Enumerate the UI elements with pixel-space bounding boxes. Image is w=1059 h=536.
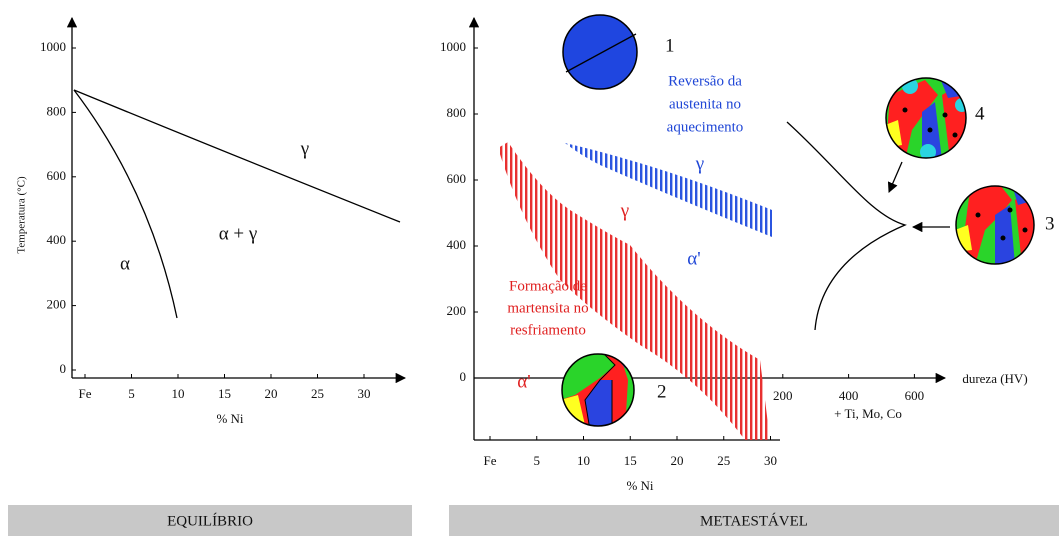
- annotation: resfriamento: [510, 322, 586, 338]
- equilibrium-panel: Temperatura (°C) % Ni γ α + γ α EQUILÍBR…: [8, 18, 412, 536]
- microstructure-3: [955, 185, 1035, 265]
- annotation: + Ti, Mo, Co: [834, 406, 902, 421]
- microstructure-number: 2: [657, 381, 667, 402]
- hardness-curve: [787, 122, 905, 330]
- annotation: austenita no: [669, 96, 741, 112]
- tick-label: 600: [905, 388, 925, 403]
- caption: EQUILÍBRIO: [167, 512, 253, 529]
- tick-label: 10: [172, 386, 185, 401]
- alpha-boundary: [74, 90, 177, 318]
- tick-label: 5: [534, 453, 541, 468]
- microstructure-number: 3: [1045, 213, 1055, 234]
- metastable-panel: 1 2 3 4 Reversão da austenita no aquecim…: [449, 15, 1059, 536]
- microstructure-number: 4: [975, 103, 985, 124]
- region-label: α': [517, 371, 530, 392]
- tick-label: Fe: [79, 386, 92, 401]
- hardness-axis-label: dureza (HV): [962, 371, 1027, 386]
- annotation: Formação de: [509, 278, 587, 294]
- tick-label: 400: [839, 388, 859, 403]
- x-axis-label: % Ni: [216, 411, 243, 426]
- tick-label: 5: [128, 386, 135, 401]
- tick-label: 20: [671, 453, 684, 468]
- tick-label: 1000: [40, 39, 66, 54]
- region-label: α: [120, 253, 130, 274]
- tick-label: 25: [311, 386, 324, 401]
- tick-label: 800: [47, 103, 67, 118]
- gamma-boundary: [74, 90, 400, 222]
- microstructure-1: [563, 15, 637, 89]
- tick-label: 1000: [440, 39, 466, 54]
- tick-label: 10: [577, 453, 590, 468]
- microstructure-2: [560, 350, 640, 430]
- reversion-band: [565, 143, 772, 237]
- tick-label: 30: [358, 386, 371, 401]
- region-label: α': [687, 248, 700, 269]
- tick-label: 25: [717, 453, 730, 468]
- microstructure-4: [885, 78, 969, 160]
- y-axis-label: Temperatura (°C): [16, 176, 28, 254]
- annotation: aquecimento: [667, 119, 744, 135]
- region-label: γ: [695, 153, 704, 174]
- x-axis-label: % Ni: [626, 478, 653, 493]
- tick-label: 600: [447, 171, 467, 186]
- tick-label: 200: [447, 303, 467, 318]
- tick-label: 0: [60, 361, 67, 376]
- tick-label: 400: [47, 232, 67, 247]
- caption: METAESTÁVEL: [700, 512, 808, 529]
- tick-label: 30: [764, 453, 777, 468]
- tick-label: 200: [773, 388, 793, 403]
- tick-label: 400: [447, 237, 467, 252]
- tick-label: Fe: [484, 453, 497, 468]
- region-label: α + γ: [219, 223, 258, 244]
- tick-label: 15: [624, 453, 637, 468]
- tick-label: 20: [265, 386, 278, 401]
- annotation: Reversão da: [668, 73, 742, 89]
- arrow: [889, 162, 902, 192]
- tick-label: 600: [47, 168, 67, 183]
- annotation: martensita no: [507, 300, 588, 316]
- tick-label: 200: [47, 297, 67, 312]
- tick-label: 0: [460, 369, 467, 384]
- microstructure-number: 1: [665, 35, 675, 56]
- region-label: γ: [300, 138, 309, 159]
- region-label: γ: [620, 200, 629, 221]
- tick-label: 15: [218, 386, 231, 401]
- figure: Temperatura (°C) % Ni γ α + γ α EQUILÍBR…: [0, 0, 1059, 536]
- tick-label: 800: [447, 105, 467, 120]
